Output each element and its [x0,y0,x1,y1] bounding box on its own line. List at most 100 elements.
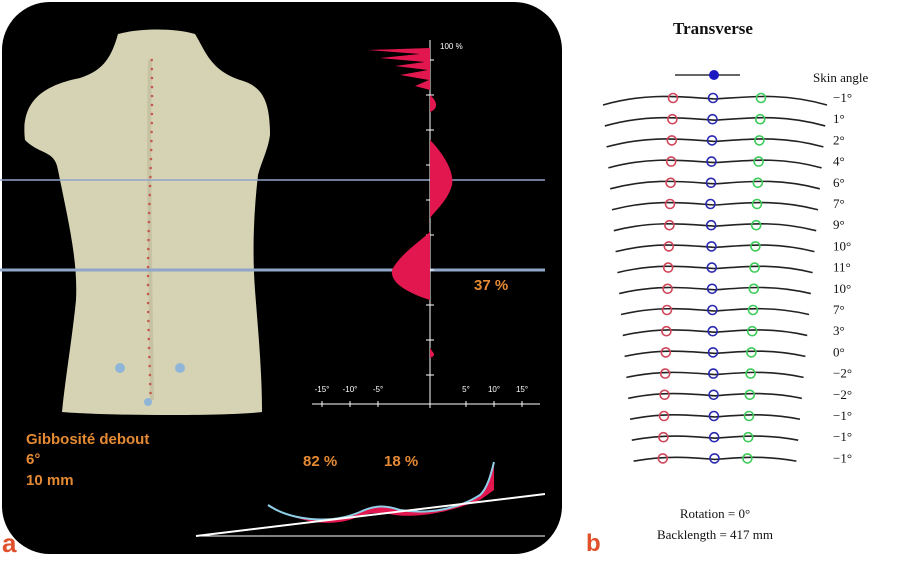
red-marker [667,113,678,125]
panel-b-background [565,0,904,556]
blue-marker [706,135,718,146]
spine-dot [149,148,153,152]
gibbosity-mm: 10 mm [26,472,74,489]
spine-dot [147,337,151,341]
spine-dot [150,121,154,125]
blue-marker [708,389,719,401]
panel-a-svg: -15° -10° -5° 5° 10° 15° 100 % 37 % Gibbosité… [0,2,562,554]
axis-tick-label: 15° [516,385,528,394]
backlength-text: Backlength = 417 mm [657,527,773,542]
red-marker [658,431,669,443]
section-curve [626,371,804,379]
green-marker [742,431,754,443]
spine-dot [148,364,151,368]
red-marker [660,347,672,358]
green-marker [755,92,767,104]
blue-marker [707,325,718,337]
blue-marker [708,410,720,422]
spine-dot [150,103,154,107]
gibbosity-fill [270,462,494,523]
torso-back-image [24,29,270,415]
skin-angle-values: −1° 1° 2° 4° 6° 7° 9° 10° 11° 10° 7° 3° 0° −2° −2° −1° −… [833,90,852,465]
section-curve [628,392,802,400]
spine-dot [150,130,153,134]
skin-angle-value: 9° [833,217,845,232]
spine-dot [147,247,150,251]
blue-marker [707,92,719,104]
panel-b-transverse-sections: Transverse Skin angle −1° 1° 2° 4° 6° 7° 9° 10°… [565,0,904,557]
section-curve [615,244,815,253]
spine-dot [150,85,154,89]
section-curve [622,329,808,337]
red-marker [666,135,678,146]
red-marker [662,262,674,273]
green-marker [744,389,756,401]
red-marker [658,410,670,422]
skin-angle-value: −1° [833,90,852,105]
red-marker [663,241,675,252]
blue-marker [707,347,719,358]
blue-marker [708,368,719,379]
spine-dot [149,157,153,161]
skin-angle-value: 11° [833,260,851,275]
section-curve [604,116,826,127]
section-curve [620,307,810,316]
green-marker [753,156,764,167]
baseline-sloped [195,493,546,537]
blue-marker [707,304,718,316]
axis-tick-label: -10° [343,385,358,394]
skin-angle-value: 2° [833,132,845,147]
blue-marker [708,431,720,443]
skin-angle-value: 7° [833,302,845,317]
spine-dot [150,76,154,80]
skin-angle-value: −1° [833,429,852,444]
blue-marker [706,156,717,167]
section-curve [608,159,822,169]
blue-marker [706,241,717,252]
skin-angle-header: Skin angle [813,70,868,85]
red-marker [659,368,671,379]
spine-dot [147,229,150,233]
percent-left: 82 % [303,453,337,470]
spine-dot [146,256,150,260]
reference-dot [709,70,719,80]
spine-dot [150,67,154,71]
profile-axis-labels: -15° -10° -5° 5° 10° 15° [315,385,528,394]
spine-dot [149,175,152,179]
axis-tick-label: -15° [315,385,330,394]
skin-angle-value: 3° [833,323,845,338]
blue-marker [707,113,718,125]
skin-angle-value: 1° [833,111,845,126]
green-marker [754,135,765,146]
spine-dot [150,58,153,62]
green-marker [749,262,760,273]
spine-shading [147,59,154,401]
green-marker [747,304,759,316]
skin-angle-value: 10° [833,281,851,296]
spine-dot [149,391,152,395]
red-marker [665,156,677,167]
gibbosity-curve [267,461,495,521]
dimple-marker-right [175,363,185,373]
spine-dot [147,319,150,323]
section-curve [617,265,813,274]
spine-dot [147,346,151,350]
red-marker [657,453,669,464]
skin-angle-value: −1° [833,408,852,423]
blue-marker [705,198,716,210]
panel-label-a: a [2,528,17,558]
spine-dot [146,274,150,278]
green-marker [742,453,753,464]
spine-dot [150,139,153,143]
skin-angle-value: 4° [833,154,845,169]
skin-angle-value: 10° [833,238,851,253]
green-marker [745,368,756,379]
red-marker [659,389,670,401]
spine-dot [146,310,150,314]
section-curve [629,414,801,421]
skin-angle-value: −2° [833,366,852,381]
section-curve [602,95,828,106]
spine-dot [148,202,151,206]
spine-dot [148,193,152,197]
red-marker [665,177,676,189]
